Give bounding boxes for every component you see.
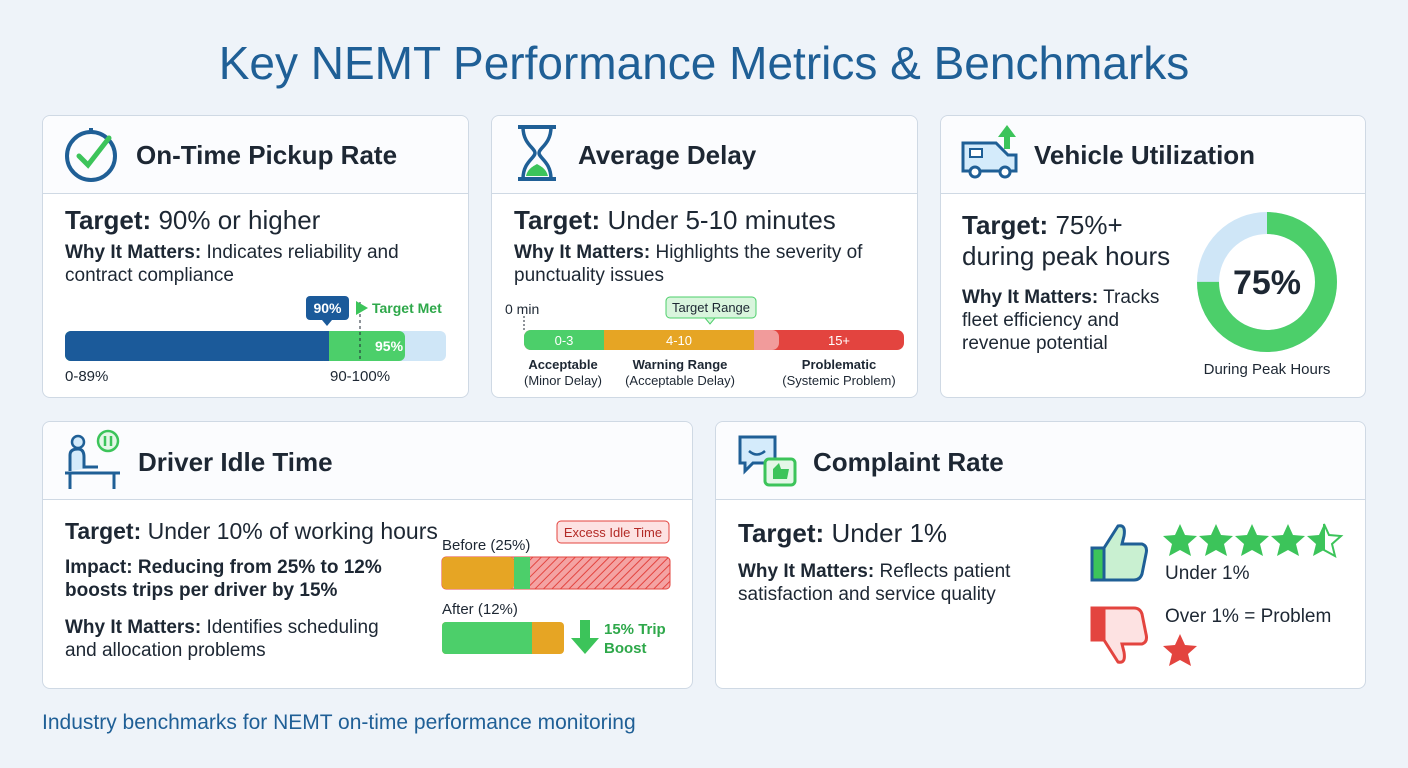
target-value: Under 5-10 minutes: [607, 205, 836, 235]
card: [715, 421, 1366, 689]
target: Target: Under 5-10 minutes: [514, 205, 836, 236]
chat-icon: [738, 435, 797, 487]
why-label: Why It Matters:: [962, 287, 1099, 308]
target: Target: Under 10% of working hours: [65, 518, 438, 545]
van-icon: [961, 125, 1018, 179]
why-text: Indicates reliability and contract compl…: [65, 242, 399, 286]
zone-name: Acceptable: [528, 357, 598, 372]
zone-note: (Systemic Problem): [782, 373, 896, 388]
footer: Industry benchmarks for NEMT on-time per…: [42, 711, 636, 734]
gauge-bar: [65, 296, 446, 361]
why-label: Why It Matters:: [738, 561, 875, 582]
why-label: Why It Matters:: [65, 617, 202, 638]
why-text: Highlights the severity of punctuality i…: [514, 242, 863, 286]
idle-bars: [441, 520, 671, 654]
target-label: Target:: [65, 205, 152, 235]
boost-label: 15% Trip Boost: [604, 621, 666, 657]
segment-label: 0-3: [554, 333, 574, 348]
donut-label: 75%: [1232, 264, 1302, 302]
donut-caption: During Peak Hours: [1203, 361, 1331, 378]
clock-icon: [65, 128, 117, 182]
target-label: Target:: [514, 205, 601, 235]
why-text: Tracks fleet efficiency and revenue pote…: [962, 287, 1160, 354]
hourglass-icon: [518, 125, 556, 181]
segment-label: 15+: [827, 333, 851, 348]
why: Why It Matters: Identifies scheduling an…: [65, 616, 415, 662]
rating-good: Under 1%: [1165, 563, 1250, 584]
before-label: Before (25%): [442, 537, 530, 554]
card-header: [716, 422, 1365, 500]
why-text: Reflects patient satisfaction and servic…: [738, 561, 1011, 605]
target: Target: 90% or higher: [65, 205, 320, 236]
target-label: Target:: [962, 210, 1049, 240]
range-label: 0-89%: [65, 368, 109, 385]
zone-name: Problematic: [801, 357, 877, 372]
callout: Target Range: [671, 300, 751, 315]
why-label: Why It Matters:: [65, 242, 202, 263]
marker-label: 90%: [313, 300, 342, 316]
after-label: After (12%): [442, 601, 518, 618]
why: Why It Matters: Highlights the severity …: [514, 241, 894, 287]
scale-start: 0 min: [505, 301, 540, 317]
impact: Impact: Reducing from 25% to 12% boosts …: [65, 557, 382, 601]
before-value: (25%): [490, 537, 531, 554]
segment-label: 4-10: [665, 333, 693, 348]
zone-name: Warning Range: [632, 357, 728, 372]
target: Target: 75%+ during peak hours: [962, 210, 1192, 272]
why-text: Identifies scheduling and allocation pro…: [65, 617, 379, 661]
target: Target: Under 1%: [738, 518, 947, 549]
rating-bad: Over 1% = Problem: [1165, 606, 1332, 627]
fill-label: 95%: [375, 338, 404, 354]
zone-note: (Acceptable Delay): [625, 373, 735, 388]
target-value: Under 1%: [831, 518, 948, 548]
why: Why It Matters: Tracks fleet efficiency …: [962, 286, 1177, 355]
card-header: [43, 422, 692, 500]
card-title: Complaint Rate: [813, 447, 1004, 477]
card-title: On-Time Pickup Rate: [136, 140, 398, 170]
driver-icon: [65, 429, 120, 489]
card-title: Vehicle Utilization: [1034, 140, 1256, 170]
why: Why It Matters: Indicates reliability an…: [65, 241, 425, 287]
rating-icons: [1090, 523, 1344, 666]
why: Why It Matters: Reflects patient satisfa…: [738, 560, 1058, 606]
card-title: Driver Idle Time: [138, 447, 333, 477]
card-title: Average Delay: [578, 140, 757, 170]
card-header: [492, 116, 917, 194]
after-value: (12%): [477, 601, 518, 618]
zone-note: (Minor Delay): [523, 373, 602, 388]
target-label: Target:: [65, 518, 142, 544]
before: Before: [442, 537, 487, 554]
after: After: [442, 601, 474, 618]
target-value: 90% or higher: [158, 205, 321, 235]
delay-scale: [523, 296, 904, 350]
page-title: Key NEMT Performance Metrics & Benchmark…: [218, 37, 1190, 89]
why-label: Why It Matters:: [514, 242, 651, 263]
donut: [1197, 212, 1337, 352]
target-value: 75%+ during peak hours: [962, 210, 1171, 271]
target-value: Under 10% of working hours: [147, 518, 438, 544]
card: [491, 115, 918, 398]
target-label: Target:: [738, 518, 825, 548]
status: Target Met: [372, 300, 442, 316]
range-label: 90-100%: [330, 368, 391, 385]
excess-label: Excess Idle Time: [563, 525, 663, 540]
